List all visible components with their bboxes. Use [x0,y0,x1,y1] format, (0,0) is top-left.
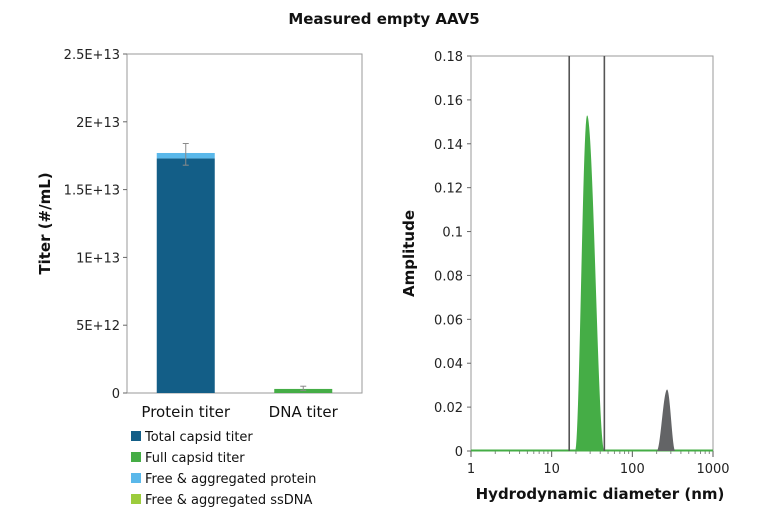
y-axis-label: Amplitude [400,210,418,297]
error-bar [300,385,307,391]
y-tick-label: 0.02 [434,401,463,416]
distribution-peak [575,115,605,451]
x-axis-label: Hydrodynamic diameter (nm) [476,485,725,503]
y-tick-label: 0.16 [434,94,463,109]
legend-swatch [131,473,141,483]
figure-title: Measured empty AAV5 [288,10,480,28]
x-tick-label: 100 [620,462,645,477]
y-tick-label: 0.12 [434,182,463,197]
y-axis-label: Titer (#/mL) [36,172,54,274]
x-tick-label: 1000 [696,462,729,477]
error-bar [182,142,189,166]
y-tick-label: 2.5E+13 [64,48,120,63]
y-tick-label: 1.5E+13 [64,184,120,199]
y-tick-label: 0 [112,387,120,402]
y-tick-label: 0.1 [442,226,463,241]
legend-entry: Total capsid titer [144,430,253,445]
x-category-label: DNA titer [269,403,339,421]
y-tick-label: 0.14 [434,138,463,153]
plot-frame [126,53,363,394]
bar-segment [156,158,215,393]
y-tick-label: 2E+13 [76,116,120,131]
y-tick-label: 0.06 [434,313,463,328]
legend-entry: Free & aggregated ssDNA [145,493,312,508]
y-tick-label: 0 [455,445,463,460]
legend-swatch [131,494,141,504]
x-tick-label: 10 [543,462,560,477]
y-tick-label: 0.08 [434,269,463,284]
x-tick-label: 1 [467,462,475,477]
y-tick-label: 1E+13 [76,251,120,266]
y-tick-label: 5E+12 [76,319,120,334]
x-category-label: Protein titer [141,403,231,421]
legend: Total capsid titer Full capsid titer Free … [131,430,316,508]
bar-segment [274,388,333,393]
bar-chart: 0 5E+12 1E+13 1.5E+13 2E+13 2.5E+13 Titer (#/m… [36,48,363,508]
legend-swatch [131,431,141,441]
distribution-peak [656,389,676,451]
legend-swatch [131,452,141,462]
y-tick-label: 0.04 [434,357,463,372]
y-tick-label: 0.18 [434,50,463,65]
legend-entry: Free & aggregated protein [145,472,316,487]
legend-entry: Full capsid titer [145,451,245,466]
dls-chart: 0 0.02 0.04 0.06 0.08 0.1 0.12 0.14 0.16 0.18 1 10 1… [400,50,730,503]
